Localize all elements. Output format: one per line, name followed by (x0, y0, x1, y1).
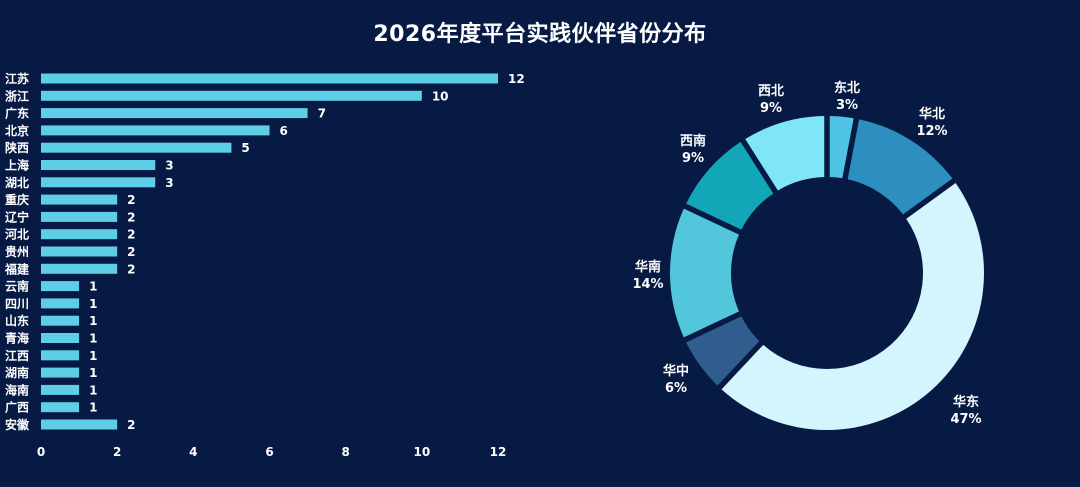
bar[interactable] (41, 177, 156, 188)
bar[interactable] (41, 246, 118, 257)
slice-percent: 12% (916, 124, 947, 139)
y-tick-label: 四川 (5, 297, 29, 311)
slice-label: 华东 (953, 394, 979, 410)
data-label: 2 (127, 418, 135, 432)
y-tick-label: 福建 (4, 261, 30, 276)
bar[interactable] (41, 419, 118, 430)
data-label: 1 (89, 280, 97, 294)
slice-percent: 6% (665, 381, 687, 396)
slice-percent: 14% (632, 277, 663, 292)
pie-slice[interactable] (670, 208, 740, 338)
bar[interactable] (41, 73, 498, 84)
data-label: 1 (89, 366, 97, 380)
bar[interactable] (41, 229, 118, 240)
x-tick-label: 2 (113, 445, 121, 459)
bar[interactable] (41, 315, 80, 326)
bar[interactable] (41, 402, 80, 413)
data-label: 1 (89, 297, 97, 311)
bar[interactable] (41, 90, 422, 101)
y-tick-label: 贵州 (5, 244, 29, 259)
data-label: 1 (89, 332, 97, 346)
bar[interactable] (41, 211, 118, 222)
y-tick-label: 广西 (5, 400, 29, 415)
y-tick-label: 山东 (5, 313, 29, 328)
slice-label: 西南 (680, 133, 706, 149)
bar[interactable] (41, 350, 80, 361)
slice-percent: 9% (760, 101, 782, 116)
pie-slice[interactable] (721, 182, 984, 430)
y-tick-label: 广东 (5, 106, 29, 121)
data-label: 10 (432, 89, 449, 103)
data-label: 2 (127, 262, 135, 276)
bar[interactable] (41, 142, 232, 153)
pie-slice[interactable] (847, 119, 953, 215)
data-label: 1 (89, 383, 97, 397)
y-tick-label: 北京 (5, 123, 29, 138)
data-label: 12 (508, 72, 525, 86)
data-label: 2 (127, 210, 135, 224)
data-label: 3 (165, 159, 173, 173)
pie-slice[interactable] (686, 316, 760, 386)
x-tick-label: 4 (189, 445, 197, 459)
pie-slice[interactable] (745, 116, 825, 191)
y-tick-label: 陕西 (5, 140, 29, 155)
bar[interactable] (41, 263, 118, 274)
bar[interactable] (41, 194, 118, 205)
y-tick-label: 辽宁 (5, 209, 29, 224)
slice-label: 华中 (663, 363, 689, 379)
data-label: 1 (89, 314, 97, 328)
bar[interactable] (41, 367, 80, 378)
y-tick-label: 云南 (5, 279, 29, 294)
bar[interactable] (41, 333, 80, 343)
y-tick-label: 重庆 (5, 192, 29, 207)
y-tick-label: 上海 (5, 158, 29, 173)
bar[interactable] (41, 281, 80, 292)
data-label: 2 (127, 245, 135, 259)
y-tick-label: 浙江 (5, 88, 29, 103)
y-tick-label: 湖南 (5, 365, 29, 380)
y-tick-label: 江苏 (5, 71, 29, 86)
slice-percent: 3% (836, 98, 858, 113)
x-tick-label: 8 (341, 445, 349, 459)
y-tick-label: 湖北 (5, 175, 29, 190)
data-label: 1 (89, 401, 97, 415)
y-tick-label: 河北 (4, 227, 29, 242)
data-label: 5 (241, 141, 249, 155)
chart-title: 2026年度平台实践伙伴省份分布 (373, 22, 707, 47)
bar[interactable] (41, 384, 80, 395)
y-tick-label: 江西 (5, 348, 29, 363)
data-label: 7 (318, 107, 326, 121)
x-tick-label: 0 (37, 445, 45, 459)
data-label: 6 (280, 124, 288, 138)
data-label: 2 (127, 193, 135, 207)
pie-slice[interactable] (829, 116, 854, 179)
bar[interactable] (41, 125, 270, 136)
bar[interactable] (41, 108, 308, 119)
data-label: 1 (89, 349, 97, 363)
slice-label: 华北 (919, 106, 945, 122)
x-tick-label: 10 (413, 445, 430, 459)
x-tick-label: 12 (490, 445, 507, 459)
data-label: 2 (127, 228, 135, 242)
slice-percent: 9% (682, 151, 704, 166)
y-tick-label: 安徽 (5, 417, 30, 432)
data-label: 3 (165, 176, 173, 190)
x-tick-label: 6 (265, 445, 273, 459)
slice-label: 东北 (834, 80, 860, 96)
slice-label: 华南 (635, 259, 661, 275)
slice-label: 西北 (758, 84, 784, 99)
pie-slice[interactable] (686, 141, 774, 230)
bar[interactable] (41, 160, 156, 170)
y-tick-label: 海南 (5, 382, 29, 397)
y-tick-label: 青海 (5, 331, 29, 346)
bar[interactable] (41, 298, 80, 309)
slice-percent: 47% (950, 412, 981, 427)
